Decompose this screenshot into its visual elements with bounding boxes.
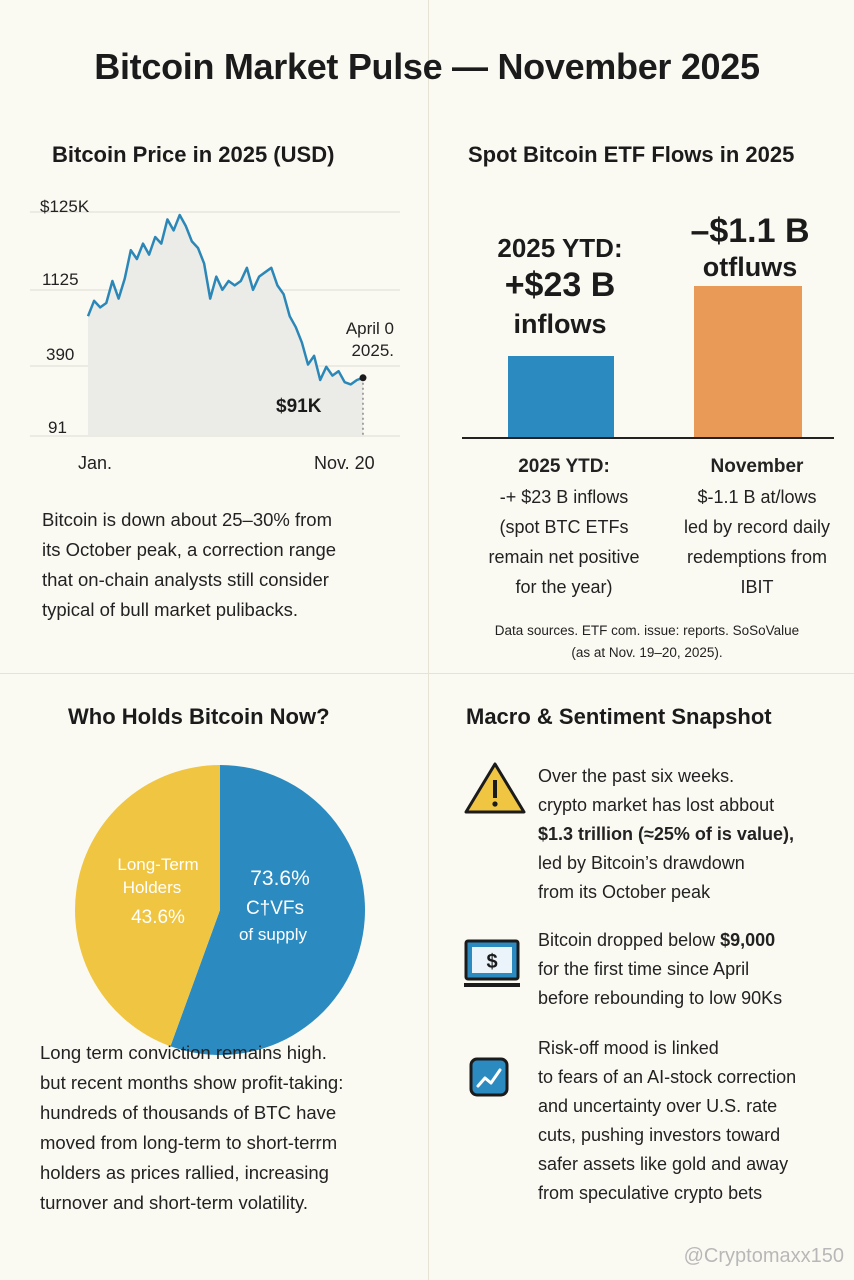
november-outflows-callout: –$1.1 B otfluws — [690, 212, 810, 282]
chart-trend-icon — [469, 1057, 509, 1097]
holders-pie-chart: Long-Term Holders 43.6% 73.6% C†VFs of s… — [75, 765, 365, 1055]
y-tick-label: 390 — [46, 345, 75, 364]
horizontal-divider — [0, 673, 854, 674]
macro-title: Macro & Sentiment Snapshot — [466, 704, 772, 729]
etf-title: Spot Bitcoin ETF Flows in 2025 — [468, 142, 795, 167]
november-outflows-bar — [694, 286, 802, 437]
price-paragraph: Bitcoin is down about 25–30% from its Oc… — [42, 509, 337, 620]
pie-slice-supply — [170, 765, 365, 1055]
y-tick-label: 91 — [48, 418, 67, 437]
ytd-inflows-bar — [508, 356, 614, 437]
x-tick-label: Nov. 20 — [314, 453, 375, 473]
other-label: of supply — [239, 925, 308, 944]
x-tick-label: Jan. — [78, 453, 113, 473]
price-area — [88, 215, 363, 435]
svg-text:$: $ — [486, 951, 497, 973]
ytd-details: 2025 YTD: -+ $23 B inflows (spot BTC ETF… — [488, 456, 640, 597]
holders-title: Who Holds Bitcoin Now? — [68, 704, 330, 729]
dollar-monitor-icon: $ — [464, 939, 520, 987]
november-details: November $-1.1 B at/lows led by record d… — [683, 456, 831, 597]
watermark: @Cryptomaxx150 — [683, 1245, 844, 1267]
warning-icon — [464, 762, 526, 814]
price-line — [86, 213, 364, 386]
macro-item-risk-off: Risk-off mood is linked to fears of an A… — [538, 1038, 797, 1203]
current-price-point — [359, 374, 367, 382]
macro-item-market-cap: Over the past six weeks. crypto market h… — [538, 766, 794, 902]
pie-slice-long-term-holders — [75, 765, 220, 1047]
ytd-inflows-callout: 2025 YTD: +$23 B inflows — [497, 233, 623, 339]
macro-item-price-drop: Bitcoin dropped below $9,000 for the fir… — [538, 930, 783, 1008]
other-label: C†VFs — [246, 898, 304, 919]
current-price-label: $91K — [276, 396, 322, 417]
page-title: Bitcoin Market Pulse — November 2025 — [94, 46, 760, 87]
etf-baseline — [462, 437, 834, 439]
y-tick-label: $125K — [40, 197, 90, 216]
lth-percent: 43.6% — [131, 907, 185, 928]
price-annotation: April 0 2025. — [345, 319, 394, 360]
vertical-divider — [428, 0, 429, 1280]
other-percent: 73.6% — [250, 867, 310, 890]
price-chart — [30, 211, 400, 437]
y-tick-label: 1125 — [42, 270, 79, 289]
lth-label: Long-Term — [117, 855, 198, 874]
lth-label: Holders — [123, 878, 182, 897]
data-sources-note: Data sources. ETF com. issue: reports. S… — [494, 623, 800, 660]
price-chart-title: Bitcoin Price in 2025 (USD) — [52, 142, 335, 167]
holders-paragraph: Long term conviction remains high. but r… — [40, 1042, 344, 1213]
